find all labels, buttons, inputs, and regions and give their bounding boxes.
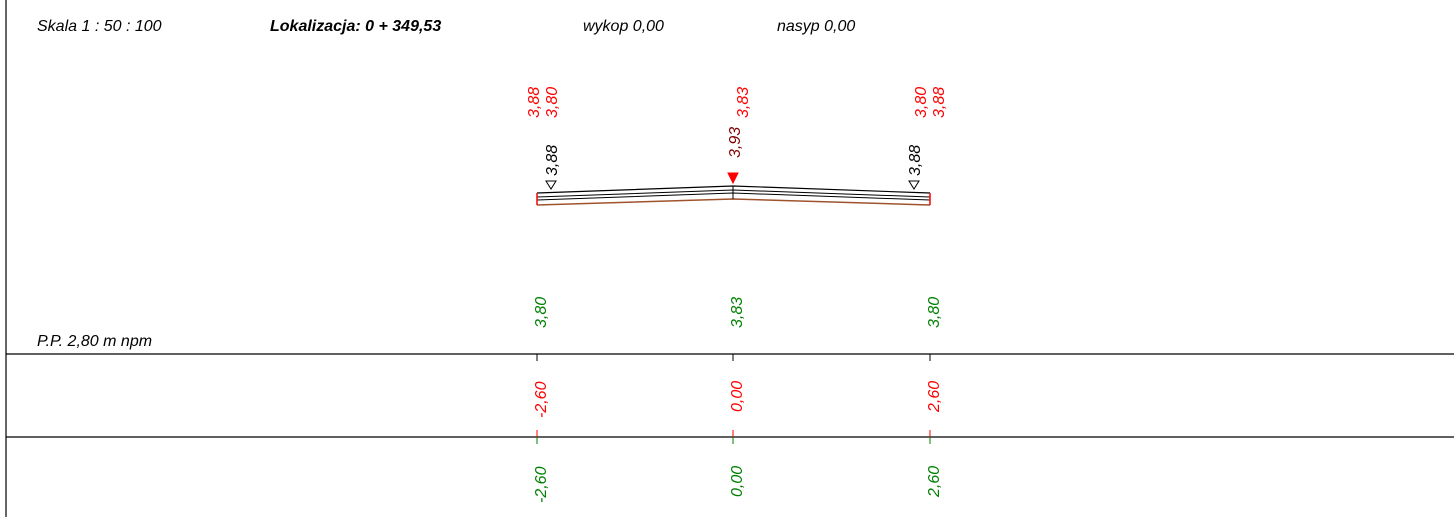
center-terrain-elevation: 3,83 (729, 297, 746, 328)
left-design-elevation-b: 3,80 (544, 87, 561, 118)
fill-volume-label: nasyp 0,00 (777, 18, 855, 35)
existing-offsets-row: -2,60 0,00 2,60 (533, 466, 943, 503)
right-design-elevation-a: 3,80 (913, 87, 930, 118)
filled-red-triangle-icon (727, 172, 739, 185)
left-existing-offset: -2,60 (533, 466, 550, 503)
right-pavement-elevation: 3,88 (907, 145, 924, 176)
cut-volume-label: wykop 0,00 (583, 18, 664, 35)
datum-elevation-label: P.P. 2,80 m npm (37, 333, 152, 350)
open-triangle-icon (908, 180, 920, 190)
left-pavement-elevation: 3,88 (544, 145, 561, 176)
station-ticks (536, 354, 931, 444)
design-elevations: 3,88 3,80 3,83 3,80 3,88 (526, 87, 948, 118)
open-triangle-icon (545, 180, 557, 190)
left-terrain-elevation: 3,80 (533, 297, 550, 328)
scale-label: Skala 1 : 50 : 100 (37, 18, 162, 35)
pavement-elevations: 3,88 3,93 3,88 (544, 127, 924, 176)
location-label: Lokalizacja: 0 + 349,53 (270, 18, 441, 35)
center-existing-offset: 0,00 (729, 466, 746, 497)
elevation-markers (545, 172, 920, 190)
subgrade-line (536, 198, 931, 206)
right-design-elevation-b: 3,88 (931, 87, 948, 118)
left-design-offset: -2,60 (533, 381, 550, 418)
right-existing-offset: 2,60 (926, 466, 943, 498)
design-offsets-row: -2,60 0,00 2,60 (533, 381, 943, 418)
header-bar: Skala 1 : 50 : 100 Lokalizacja: 0 + 349,… (37, 18, 855, 35)
center-design-elevation: 3,83 (735, 87, 752, 118)
center-design-offset: 0,00 (729, 381, 746, 412)
terrain-elevations: 3,80 3,83 3,80 (533, 297, 943, 328)
center-pavement-elevation: 3,93 (727, 127, 744, 158)
road-section (536, 185, 931, 206)
drawing-frame (5, 0, 1454, 517)
right-design-offset: 2,60 (926, 381, 943, 413)
left-design-elevation-a: 3,88 (526, 87, 543, 118)
right-terrain-elevation: 3,80 (926, 297, 943, 328)
